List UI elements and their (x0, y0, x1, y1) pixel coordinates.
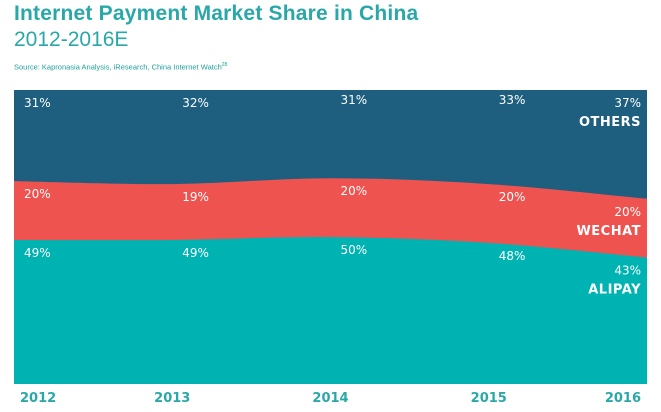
x-tick-2013: 2013 (154, 391, 190, 406)
data-label-wechat-2015: 20% (499, 190, 526, 204)
data-label-wechat-2016: 20% (614, 205, 641, 219)
data-label-others-2015: 33% (499, 93, 526, 107)
area-alipay (14, 236, 647, 384)
x-tick-2012: 2012 (20, 391, 56, 406)
series-label-wechat: WECHAT (576, 224, 641, 239)
data-label-wechat-2014: 20% (341, 184, 368, 198)
source-footnote: 28 (221, 62, 228, 68)
data-label-alipay-2014: 50% (341, 243, 368, 257)
series-label-alipay: ALIPAY (588, 283, 641, 298)
data-label-others-2014: 31% (341, 93, 368, 107)
source-text: Source: Kapronasia Analysis, iResearch, … (14, 62, 222, 72)
x-tick-2015: 2015 (471, 391, 507, 406)
data-label-alipay-2016: 43% (614, 264, 641, 278)
chart-labels: 49% 49% 50% 48% 43% ALIPAY 20% 19% 20% 20% 20% WECH… (24, 93, 641, 298)
chart-subtitle: 2012-2016E (14, 28, 129, 51)
x-tick-2016: 2016 (605, 391, 641, 406)
data-label-alipay-2012: 49% (24, 246, 51, 260)
data-label-wechat-2013: 19% (182, 190, 209, 204)
chart-source: Source: Kapronasia Analysis, iResearch, … (14, 62, 227, 72)
chart-title: Internet Payment Market Share in China (14, 2, 419, 25)
data-label-wechat-2012: 20% (24, 187, 51, 201)
data-label-alipay-2013: 49% (182, 246, 209, 260)
series-label-others: OTHERS (579, 115, 641, 130)
data-label-others-2012: 31% (24, 96, 51, 110)
x-axis: 2012 2013 2014 2015 2016 (20, 391, 641, 406)
data-label-others-2016: 37% (614, 96, 641, 110)
data-label-others-2013: 32% (182, 96, 209, 110)
x-tick-2014: 2014 (312, 391, 348, 406)
data-label-alipay-2015: 48% (499, 249, 526, 263)
chart-areas (14, 90, 647, 384)
